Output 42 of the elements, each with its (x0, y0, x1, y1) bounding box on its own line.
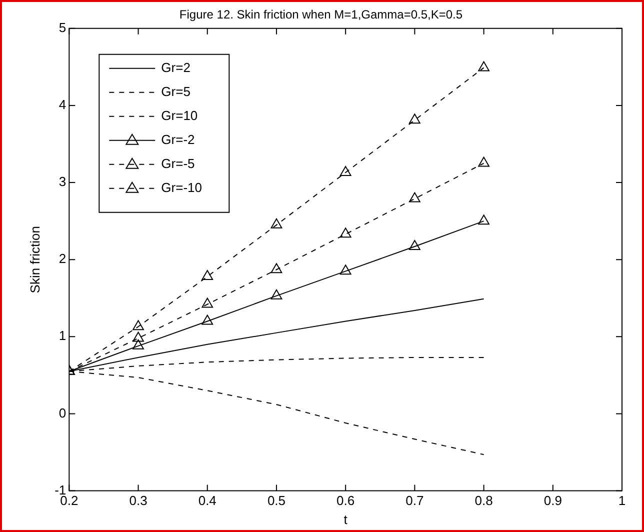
point (202, 314, 214, 325)
point (132, 332, 144, 342)
point (132, 320, 144, 330)
point (270, 218, 282, 228)
x-tick-label: 0.9 (544, 493, 562, 508)
legend-label: Gr=5 (161, 84, 190, 99)
legend-label: Gr=10 (161, 108, 198, 123)
point (340, 228, 352, 238)
y-tick-label: 2 (58, 251, 66, 266)
legend-label: Gr=-5 (161, 156, 195, 171)
point (340, 264, 352, 275)
point (408, 240, 420, 250)
point (408, 114, 420, 124)
legend-label: Gr=2 (161, 60, 190, 75)
x-tick-label: 0.3 (129, 493, 148, 508)
x-tick-label: 1 (618, 493, 626, 508)
point (202, 298, 214, 308)
point (478, 61, 490, 72)
point (478, 214, 490, 225)
y-tick-label: 5 (58, 20, 66, 35)
x-tick-label: 0.6 (336, 493, 355, 508)
y-tick-label: 4 (58, 97, 66, 112)
x-tick-label: 0.2 (60, 493, 78, 508)
legend-label: Gr=-2 (161, 132, 195, 147)
point (340, 166, 352, 176)
y-axis-title: Skin friction (27, 226, 42, 294)
point (478, 156, 490, 167)
x-tick-label: 0.7 (406, 493, 424, 508)
y-tick-label: 0 (58, 405, 66, 420)
point (408, 192, 420, 202)
point (270, 289, 282, 300)
point (132, 339, 144, 350)
x-axis-title: t (344, 512, 348, 527)
x-tick-label: 0.5 (267, 493, 286, 508)
x-tick-label: 0.8 (474, 493, 493, 508)
y-tick-label: 3 (58, 174, 66, 190)
legend-label: Gr=-10 (161, 180, 202, 195)
chart-title: Figure 12. Skin friction when M=1,Gamma=0.5,K=0.5 (179, 8, 463, 22)
point (270, 263, 282, 274)
point (202, 270, 214, 280)
y-tick-label: 1 (58, 328, 66, 344)
x-tick-label: 0.4 (198, 493, 216, 508)
